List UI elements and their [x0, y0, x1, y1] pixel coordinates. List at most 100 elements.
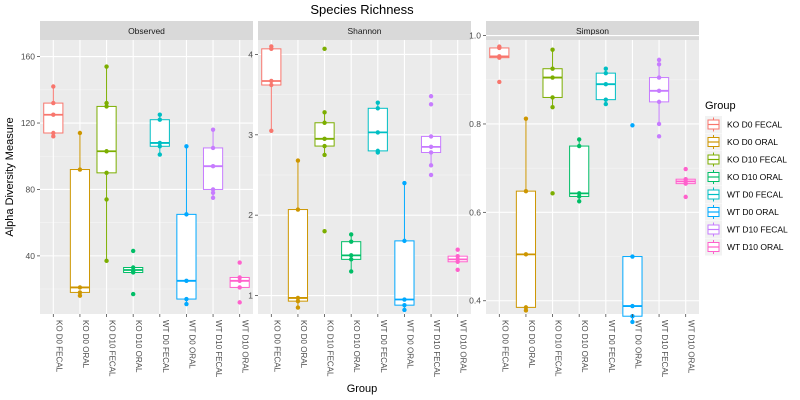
- facet-panel-observed: Observed 40 80 120 160 KO D0 FECAL KO D0 ORAL K…: [21, 21, 253, 378]
- legend-label: KO D10 FECAL: [727, 155, 787, 165]
- data-point: [576, 143, 582, 149]
- box-wt-d10-oral: [675, 166, 696, 200]
- data-point: [130, 248, 136, 254]
- box-ko-d0-fecal: [43, 84, 64, 139]
- x-tick-label: KO D10 FECAL: [554, 320, 563, 377]
- data-point: [375, 106, 381, 111]
- data-point: [157, 112, 163, 117]
- legend-item: WT D0 FECAL: [705, 186, 783, 203]
- data-point: [237, 275, 242, 280]
- data-point: [576, 191, 582, 196]
- data-point: [104, 100, 109, 106]
- data-point: [683, 166, 688, 172]
- box-wt-d10-fecal: [420, 94, 442, 178]
- box-iqr: [595, 72, 616, 101]
- x-tick-label: KO D0 ORAL: [81, 320, 90, 369]
- y-tick-label: 80: [26, 184, 36, 194]
- data-point: [77, 130, 83, 136]
- data-point: [295, 158, 301, 163]
- data-point: [576, 137, 582, 142]
- x-tick-label: KO D10 ORAL: [134, 320, 143, 373]
- data-point: [157, 117, 163, 122]
- data-point: [104, 258, 109, 264]
- box-ko-d10-fecal: [314, 46, 335, 234]
- data-point: [295, 305, 301, 310]
- data-point: [269, 128, 274, 133]
- data-point: [237, 260, 242, 265]
- data-point: [51, 134, 56, 139]
- box-iqr: [542, 68, 563, 98]
- data-point: [630, 123, 635, 128]
- data-point: [428, 163, 434, 168]
- box-wt-d10-fecal: [648, 57, 670, 139]
- data-point: [130, 265, 136, 270]
- x-tick-label: WT D0 FECAL: [379, 320, 388, 373]
- data-point: [656, 99, 662, 105]
- box-wt-d0-fecal: [595, 66, 616, 107]
- y-tick-label: 0.6: [469, 207, 481, 217]
- box-iqr: [202, 147, 224, 190]
- data-point: [77, 285, 83, 290]
- data-point: [104, 104, 109, 109]
- x-tick-label: KO D0 FECAL: [500, 320, 509, 373]
- legend-label: WT D0 ORAL: [727, 207, 779, 217]
- data-point: [497, 79, 502, 85]
- box-ko-d0-oral: [515, 116, 537, 313]
- data-point: [157, 152, 163, 157]
- data-point: [322, 46, 327, 52]
- box-iqr: [420, 135, 442, 153]
- facet-strip-label: Simpson: [576, 26, 609, 36]
- data-point: [455, 253, 460, 259]
- data-point: [295, 298, 301, 304]
- data-point: [603, 66, 609, 71]
- x-tick-label: KO D0 FECAL: [54, 320, 63, 373]
- y-tick-label: 2: [248, 210, 253, 220]
- facet-strip-label: Observed: [128, 26, 165, 36]
- data-point: [51, 130, 56, 136]
- data-point: [77, 290, 83, 295]
- x-axis-title: Group: [347, 383, 378, 395]
- x-tick-label: KO D0 FECAL: [272, 320, 281, 373]
- box-ko-d10-oral: [569, 137, 590, 204]
- data-point: [683, 181, 688, 186]
- data-point: [130, 270, 136, 275]
- legend-label: WT D10 FECAL: [727, 225, 788, 235]
- legend-item: KO D0 FECAL: [705, 116, 783, 133]
- y-tick-label: 4: [248, 49, 253, 59]
- box-wt-d10-fecal: [202, 127, 224, 200]
- x-tick-label: WT D0 ORAL: [405, 320, 414, 369]
- data-point: [402, 238, 407, 244]
- data-point: [550, 75, 555, 80]
- data-point: [77, 293, 83, 298]
- data-point: [157, 140, 163, 146]
- legend-item: KO D10 ORAL: [705, 168, 783, 186]
- box-wt-d0-fecal: [149, 112, 170, 157]
- box-wt-d0-oral: [394, 180, 415, 313]
- data-point: [523, 188, 529, 194]
- data-point: [576, 194, 582, 199]
- data-point: [630, 303, 635, 309]
- box-iqr: [176, 213, 197, 300]
- data-point: [656, 121, 662, 127]
- data-point: [104, 170, 109, 176]
- data-point: [210, 164, 216, 169]
- y-tick-label: 40: [26, 251, 36, 261]
- data-point: [603, 81, 609, 87]
- data-point: [375, 130, 381, 135]
- y-tick-label: 3: [248, 130, 253, 140]
- box-ko-d0-fecal: [261, 44, 282, 133]
- data-point: [184, 278, 189, 283]
- data-point: [550, 191, 555, 196]
- data-point: [51, 112, 56, 117]
- data-point: [550, 104, 555, 110]
- x-tick-label: WT D0 ORAL: [187, 320, 196, 369]
- data-point: [402, 297, 407, 302]
- data-point: [402, 307, 407, 313]
- data-point: [104, 197, 109, 202]
- legend-label: KO D0 ORAL: [727, 137, 778, 147]
- y-tick-label: 0.4: [469, 296, 481, 306]
- x-tick-label: WT D0 FECAL: [607, 320, 616, 373]
- data-point: [630, 319, 635, 325]
- data-point: [322, 143, 327, 149]
- legend-item: WT D0 ORAL: [705, 203, 779, 221]
